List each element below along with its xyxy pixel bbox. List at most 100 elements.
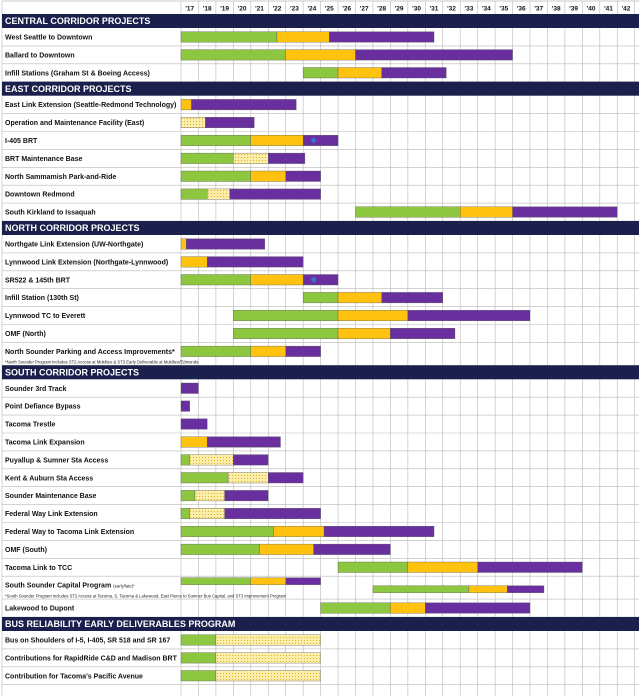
year-tick-label: '25 (325, 6, 334, 13)
bar-segment-purple (180, 382, 199, 394)
bar-segment-green (180, 49, 286, 61)
bar-segment-green (180, 526, 274, 537)
bar-segment-hatch (215, 652, 321, 664)
bar-segment-green (180, 634, 217, 646)
year-tick-label: '17 (185, 6, 194, 13)
project-label: Point Defiance Bypass (5, 404, 81, 411)
bar-segment-yellow (390, 602, 426, 614)
project-label: Lakewood to Dupont (5, 606, 75, 613)
project-label-suffix: (early/late)* (113, 584, 135, 589)
bar-segment-purple (207, 436, 281, 448)
year-tick-label: '40 (587, 6, 596, 13)
year-tick-label: '33 (465, 6, 474, 13)
project-label: Sounder Maintenance Base (5, 493, 97, 500)
year-tick-label: '35 (499, 6, 508, 13)
bar-segment-purple (233, 454, 269, 466)
bar-segment-purple (191, 99, 297, 111)
year-tick-label: '22 (273, 6, 282, 13)
project-label: Tacoma Trestle (5, 422, 56, 429)
project-label: West Seattle to Downtown (5, 35, 92, 42)
bar-segment-hatch (180, 117, 206, 128)
bar-segment-hatch (194, 490, 225, 502)
project-label: Bus on Shoulders of I-5, I-405, SR 518 a… (5, 638, 170, 645)
project-footnote: *North Sounder Program includes ST2 Acce… (5, 360, 198, 365)
project-label: Infill Station (130th St) (5, 295, 79, 302)
year-tick-label: '21 (255, 6, 264, 13)
project-label: Operation and Maintenance Facility (East… (5, 120, 144, 127)
bar-segment-yellow (180, 238, 187, 250)
year-tick-label: '29 (395, 6, 404, 13)
bar-segment-purple (224, 490, 269, 502)
bar-segment-green (180, 170, 251, 182)
bar-segment-green (372, 585, 470, 593)
bar-segment-green (233, 310, 339, 321)
bar-segment-green (180, 670, 217, 682)
bar-segment-green (180, 577, 251, 585)
project-label: Tacoma Link to TCC (5, 565, 72, 572)
bar-segment-yellow (180, 99, 192, 111)
bar-segment-yellow (180, 256, 208, 268)
project-label: North Sounder Parking and Access Improve… (5, 349, 175, 356)
year-tick-label: '31 (430, 6, 439, 13)
project-label: OMF (South) (5, 547, 47, 554)
bar-segment-hatch (215, 670, 321, 682)
project-footnote: *South Sounder Program includes ST2 Acce… (5, 593, 287, 598)
section-title: NORTH CORRIDOR PROJECTS (5, 223, 140, 233)
bar-segment-purple (268, 472, 304, 484)
year-tick-label: '20 (238, 6, 247, 13)
section-header (2, 81, 639, 96)
bar-segment-purple (207, 256, 304, 268)
year-tick-label: '41 (604, 6, 613, 13)
bar-segment-purple (381, 67, 447, 79)
section-title: CENTRAL CORRIDOR PROJECTS (5, 16, 150, 26)
project-label: BRT Maintenance Base (5, 156, 83, 163)
bar-segment-green (337, 561, 409, 573)
bar-segment-green (180, 274, 251, 286)
section-header (2, 14, 639, 28)
bar-segment-purple (180, 400, 190, 412)
bar-segment-purple (285, 170, 321, 182)
section-title: BUS RELIABILITY EARLY DELIVERABLES PROGR… (5, 619, 235, 629)
bar-segment-green (180, 31, 278, 43)
bar-segment-yellow (337, 67, 382, 79)
project-label: OMF (North) (5, 331, 46, 338)
year-tick-label: '24 (307, 6, 316, 13)
section-header (2, 617, 639, 631)
bar-segment-yellow (407, 561, 478, 573)
bar-segment-green (233, 328, 339, 339)
year-tick-label: '18 (203, 6, 212, 13)
project-label: East Link Extension (Seattle-Redmond Tec… (5, 102, 176, 109)
section-title: SOUTH CORRIDOR PROJECTS (5, 368, 139, 378)
bar-segment-green (180, 490, 196, 502)
project-label: Federal Way to Tacoma Link Extension (5, 529, 134, 536)
bar-segment-yellow (460, 206, 513, 218)
project-rows: CENTRAL CORRIDOR PROJECTS West Seattle to… (2, 14, 639, 682)
bar-segment-yellow (337, 310, 409, 321)
bar-segment-purple (329, 31, 435, 43)
year-tick-label: '36 (517, 6, 526, 13)
project-label: SR522 & 145th BRT (5, 277, 71, 284)
project-label: I-405 BRT (5, 138, 38, 145)
project-label: Puyallup & Sumner Sta Access (5, 457, 108, 464)
year-tick-label: '27 (360, 6, 369, 13)
bar-segment-yellow (337, 328, 391, 339)
year-tick-label: '37 (534, 6, 543, 13)
project-label: South Sounder Capital Program (5, 583, 111, 590)
bar-segment-green (180, 152, 234, 164)
bar-segment-yellow (285, 49, 356, 61)
bar-segment-purple (507, 585, 545, 593)
bar-segment-hatch (233, 152, 269, 164)
bar-segment-yellow (337, 292, 382, 304)
bar-segment-yellow (250, 577, 286, 585)
milestone-marker (310, 276, 317, 283)
section-title: EAST CORRIDOR PROJECTS (5, 84, 132, 94)
year-header: '17 '18 '19 '20 '21 '22 '23 '24 '25 '26 '27 '28 '29 '… (2, 0, 639, 13)
project-label: Ballard to Downtown (5, 52, 75, 59)
year-tick-label: '39 (569, 6, 578, 13)
bar-segment-purple (302, 274, 339, 286)
project-label: Northgate Link Extension (UW-Northgate) (5, 242, 143, 249)
year-tick-label: '30 (412, 6, 421, 13)
bar-segment-purple (285, 577, 321, 585)
bar-segment-yellow (276, 31, 330, 43)
year-tick-label: '32 (447, 6, 456, 13)
